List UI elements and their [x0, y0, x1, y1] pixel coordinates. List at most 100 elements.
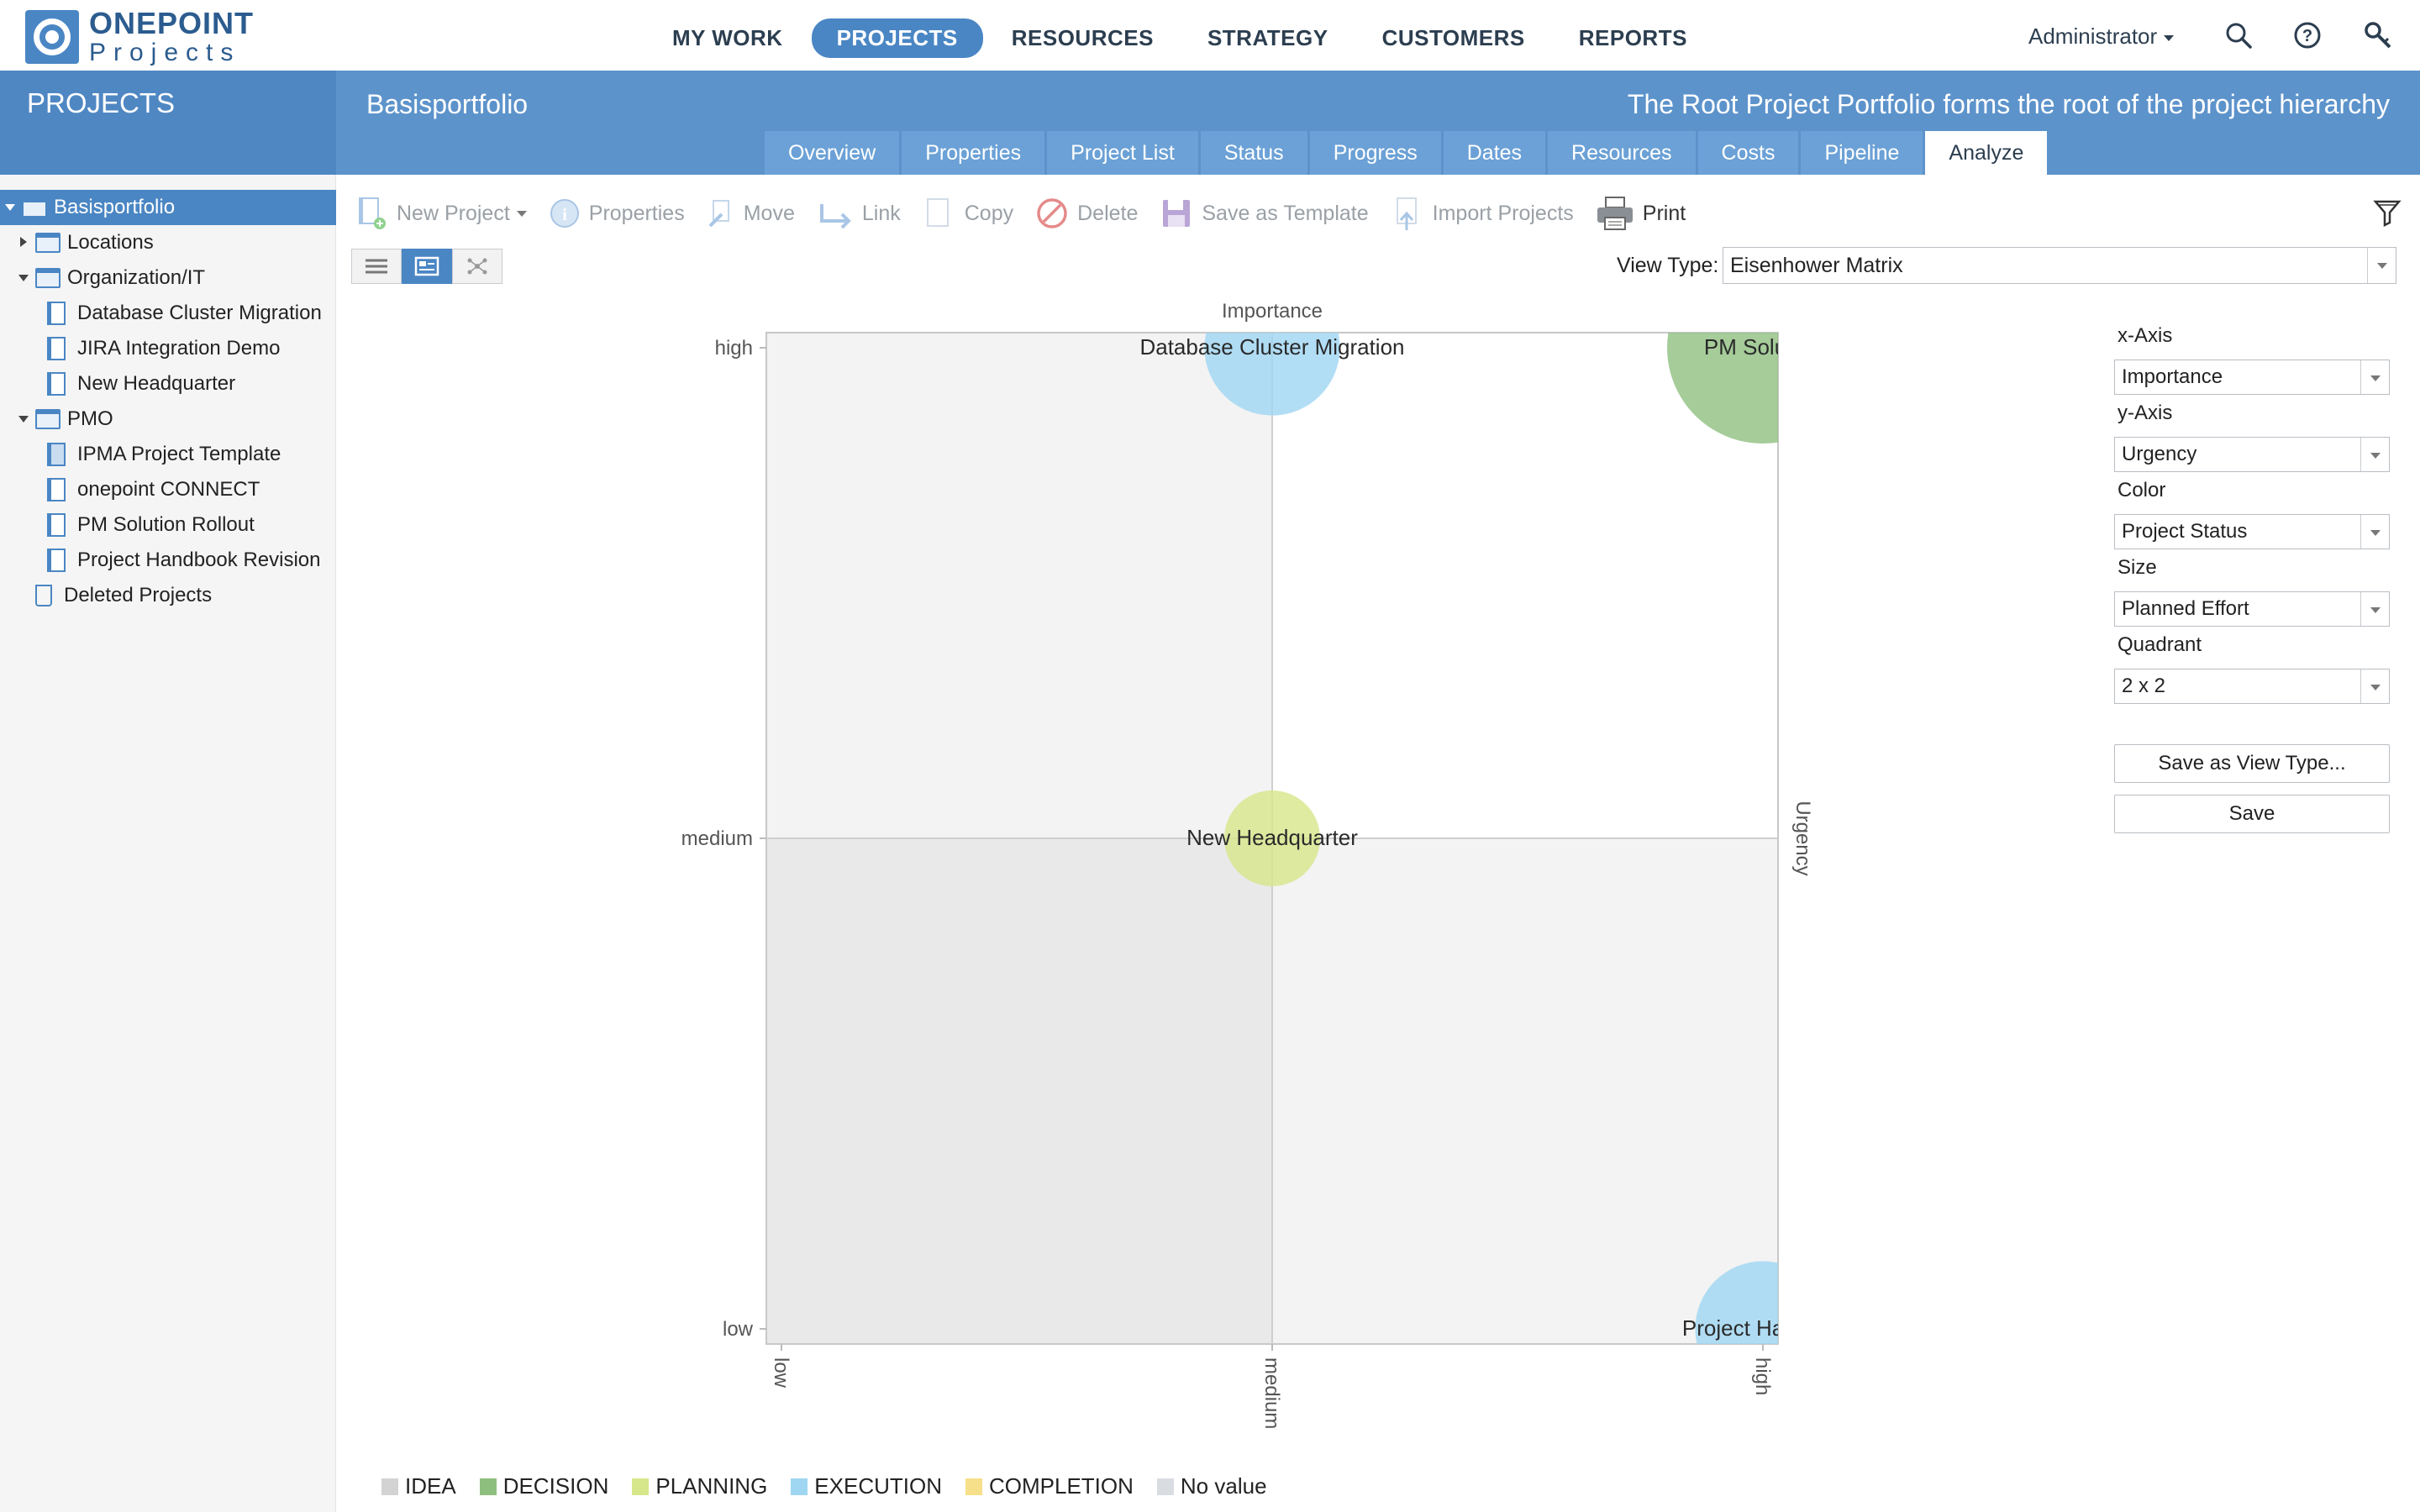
bubble-project-handboc[interactable] — [1695, 1261, 1815, 1396]
y-tick-label: medium — [681, 827, 753, 850]
legend-item-decision[interactable]: DECISION — [479, 1473, 608, 1499]
collapse-icon[interactable] — [17, 412, 30, 426]
legend-item-completion[interactable]: COMPLETION — [965, 1473, 1134, 1499]
collapse-icon[interactable] — [17, 271, 30, 285]
list-view-button[interactable] — [351, 249, 402, 284]
tree-item-label: Database Cluster Migration — [77, 302, 322, 324]
legend-label: EXECUTION — [814, 1473, 942, 1499]
bubble-label: PM Solution — [1704, 334, 1815, 360]
color-label: Color — [2118, 479, 2166, 501]
delete-button[interactable]: Delete — [1035, 197, 1138, 230]
nav-resources[interactable]: RESOURCES — [1011, 25, 1154, 50]
y-axis-label-text: y-Axis — [2118, 402, 2173, 424]
tree-item-ipma-project-template[interactable]: IPMA Project Template — [42, 437, 281, 472]
legend-item-planning[interactable]: PLANNING — [632, 1473, 767, 1499]
tree-item-basisportfolio[interactable]: Basisportfolio — [0, 190, 336, 225]
tab-costs[interactable]: Costs — [1697, 131, 1799, 175]
chart-view-button[interactable] — [402, 249, 452, 284]
copy-button[interactable]: Copy — [923, 196, 1013, 231]
tab-analyze[interactable]: Analyze — [1925, 131, 2048, 175]
chevron-down-icon[interactable] — [2360, 669, 2389, 703]
key-icon[interactable] — [2363, 20, 2393, 50]
tab-overview[interactable]: Overview — [765, 131, 900, 175]
main-navigation: MY WORK PROJECTS RESOURCES STRATEGY CUST… — [647, 18, 1716, 58]
color-select[interactable]: Project Status — [2114, 514, 2390, 549]
print-button[interactable]: Print — [1596, 196, 1686, 231]
tree-item-deleted-projects[interactable]: Deleted Projects — [17, 578, 212, 613]
link-button[interactable]: Link — [817, 197, 901, 229]
y-axis-value: Urgency — [2122, 443, 2197, 465]
tree-item-database-cluster-migration[interactable]: Database Cluster Migration — [42, 296, 322, 331]
x-axis-select[interactable]: Importance — [2114, 360, 2390, 395]
collapse-icon[interactable] — [3, 201, 17, 214]
bubble-new-headquarter[interactable] — [1224, 790, 1320, 886]
bubble-pm-solution[interactable] — [1667, 286, 1815, 444]
section-header — [0, 71, 336, 175]
user-name: Administrator — [2028, 24, 2158, 49]
quadrant-select[interactable]: 2 x 2 — [2114, 669, 2390, 704]
search-icon[interactable] — [2223, 20, 2254, 50]
tree-item-label: Locations — [67, 231, 154, 254]
nav-strategy[interactable]: STRATEGY — [1207, 25, 1328, 50]
legend-item-no-value[interactable]: No value — [1156, 1473, 1267, 1499]
tree-item-project-handbook-revision[interactable]: Project Handbook Revision — [42, 543, 321, 578]
x-tick-label: medium — [1260, 1357, 1283, 1429]
expand-icon[interactable] — [17, 236, 30, 249]
chart-legend: IDEA DECISION PLANNING EXECUTION COMPLETION N… — [381, 1473, 1291, 1499]
network-view-button[interactable] — [452, 249, 502, 284]
y-axis-select[interactable]: Urgency — [2114, 437, 2390, 472]
save-as-template-button[interactable]: Save as Template — [1160, 197, 1369, 230]
legend-item-idea[interactable]: IDEA — [381, 1473, 456, 1499]
legend-item-execution[interactable]: EXECUTION — [791, 1473, 942, 1499]
save-icon — [1163, 200, 1191, 227]
tree-item-locations[interactable]: Locations — [17, 225, 154, 260]
filter-icon[interactable] — [2373, 198, 2402, 227]
help-icon[interactable]: ? — [2292, 20, 2323, 50]
chevron-down-icon[interactable] — [2360, 438, 2389, 471]
tab-project-list[interactable]: Project List — [1047, 131, 1198, 175]
delete-label: Delete — [1077, 201, 1139, 225]
tree-item-jira-integration-demo[interactable]: JIRA Integration Demo — [42, 331, 280, 366]
chevron-down-icon[interactable] — [2360, 360, 2389, 394]
tree-item-label: PMO — [67, 407, 113, 430]
tree-item-label: Basisportfolio — [54, 196, 176, 218]
tab-pipeline[interactable]: Pipeline — [1801, 131, 1923, 175]
nav-customers[interactable]: CUSTOMERS — [1381, 25, 1525, 50]
x-axis-value: Importance — [2122, 365, 2223, 388]
chevron-down-icon[interactable] — [2360, 515, 2389, 549]
nav-my-work[interactable]: MY WORK — [672, 25, 783, 50]
tree-item-onepoint-connect[interactable]: onepoint CONNECT — [42, 472, 260, 507]
size-select[interactable]: Planned Effort — [2114, 591, 2390, 627]
bubble-database-cluster-migration[interactable] — [1204, 286, 1340, 416]
chevron-down-icon[interactable] — [2367, 248, 2396, 283]
view-type-select[interactable]: Eisenhower Matrix — [1723, 247, 2396, 284]
delete-icon — [1037, 198, 1067, 228]
tree-item-pmo[interactable]: PMO — [17, 402, 113, 437]
user-menu[interactable]: Administrator — [2028, 24, 2175, 50]
import-projects-button[interactable]: Import Projects — [1391, 195, 1574, 232]
app-logo[interactable]: ONEPOINT Projects — [25, 8, 254, 66]
color-value: Project Status — [2122, 520, 2248, 543]
properties-button[interactable]: i Properties — [549, 197, 685, 229]
tab-resources[interactable]: Resources — [1548, 131, 1696, 175]
new-project-button[interactable]: New Project — [356, 195, 527, 232]
properties-label: Properties — [588, 201, 685, 225]
tab-dates[interactable]: Dates — [1443, 131, 1546, 175]
tab-properties[interactable]: Properties — [902, 131, 1045, 175]
tab-status[interactable]: Status — [1200, 131, 1307, 175]
portfolio-folder-icon — [22, 197, 47, 218]
logo-icon — [25, 10, 79, 64]
tree-item-pm-solution-rollout[interactable]: PM Solution Rollout — [42, 507, 255, 543]
chevron-down-icon[interactable] — [2360, 592, 2389, 626]
move-button[interactable]: Move — [707, 197, 795, 229]
nav-reports[interactable]: REPORTS — [1578, 25, 1687, 50]
x-tick-label: low — [770, 1357, 792, 1389]
portfolio-folder-icon — [35, 409, 60, 429]
save-as-view-type-button[interactable]: Save as View Type... — [2114, 744, 2390, 783]
save-button[interactable]: Save — [2114, 795, 2390, 833]
copy-icon — [926, 198, 949, 227]
nav-projects[interactable]: PROJECTS — [811, 18, 983, 58]
tab-progress[interactable]: Progress — [1309, 131, 1441, 175]
tree-item-new-headquarter[interactable]: New Headquarter — [42, 366, 235, 402]
tree-item-organization-it[interactable]: Organization/IT — [17, 260, 205, 296]
